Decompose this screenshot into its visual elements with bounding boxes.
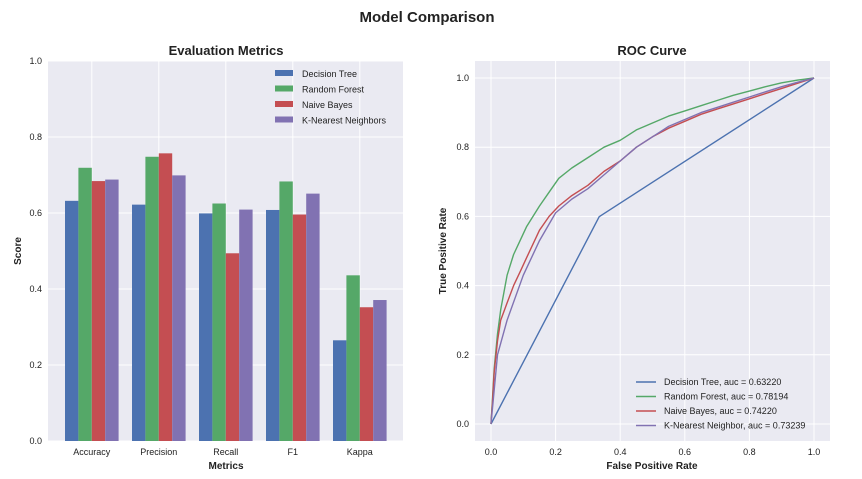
bar: [333, 340, 347, 441]
bar: [266, 209, 280, 441]
bar-y-axis-label: Score: [13, 237, 24, 265]
roc-y-ticks: 0.0 0.2 0.4 0.6 0.8 1.0: [456, 73, 469, 429]
bar: [373, 300, 387, 441]
bar-legend: Decision Tree Random Forest Naive Bayes K-N…: [275, 69, 387, 126]
roc-x-tick-label: 0.2: [549, 447, 562, 457]
bar: [158, 153, 173, 441]
bar: [145, 156, 159, 441]
bar-y-tick-label: 0.8: [29, 132, 42, 142]
bar: [212, 203, 226, 441]
legend-swatch: [275, 101, 293, 107]
bar-x-ticks: Accuracy Precision Recall F1 Kappa: [73, 447, 373, 457]
legend-label: Decision Tree: [302, 69, 357, 79]
bar-x-tick-label: Accuracy: [73, 447, 111, 457]
roc-y-tick-label: 0.6: [456, 211, 469, 221]
roc-x-tick-label: 1.0: [808, 447, 821, 457]
roc-chart-title: ROC Curve: [617, 43, 686, 58]
legend-label: Random Forest: [302, 85, 365, 95]
roc-line: [490, 77, 815, 425]
bar-y-tick-label: 0.2: [29, 360, 42, 370]
roc-y-axis-label: True Positive Rate: [438, 207, 449, 294]
bar: [65, 200, 79, 441]
bar: [306, 193, 320, 441]
roc-series: [490, 77, 815, 425]
bar-chart-title: Evaluation Metrics: [169, 43, 284, 58]
legend-swatch: [275, 116, 293, 123]
legend-label: Random Forest, auc = 0.78194: [664, 392, 788, 402]
bar: [359, 307, 374, 441]
roc-x-axis-label: False Positive Rate: [606, 461, 698, 472]
legend-label: K-Nearest Neighbors: [302, 116, 387, 126]
bar-x-tick-label: F1: [288, 447, 299, 457]
bar: [346, 275, 360, 441]
roc-chart: 0.0 0.2 0.4 0.6 0.8 1.0 0.0 0.2 0.4 0.6 0.8 1.0 RO…: [438, 43, 830, 472]
roc-y-tick-label: 0.8: [456, 142, 469, 152]
legend-label: K-Nearest Neighbor, auc = 0.73239: [664, 421, 805, 431]
bar: [132, 204, 146, 441]
bar-chart: 0.0 0.2 0.4 0.6 0.8 1.0 Accuracy Precision Reca…: [13, 43, 403, 472]
bar: [239, 209, 253, 441]
roc-y-tick-label: 0.2: [456, 350, 469, 360]
roc-line: [490, 77, 815, 425]
bar-x-tick-label: Precision: [140, 447, 177, 457]
bar-y-tick-label: 0.4: [29, 284, 42, 294]
bar: [199, 213, 213, 441]
roc-legend: Decision Tree, auc = 0.63220 Random Fores…: [636, 377, 805, 431]
bar: [279, 181, 293, 441]
legend-swatch: [275, 70, 293, 76]
bar-y-ticks: 0.0 0.2 0.4 0.6 0.8 1.0: [29, 56, 42, 446]
bar-series: [65, 153, 387, 441]
roc-x-tick-label: 0.8: [743, 447, 756, 457]
roc-line: [490, 77, 815, 425]
legend-label: Naive Bayes, auc = 0.74220: [664, 406, 777, 416]
bar-y-tick-label: 0.6: [29, 208, 42, 218]
roc-x-ticks: 0.0 0.2 0.4 0.6 0.8 1.0: [485, 447, 821, 457]
bar-y-tick-label: 0.0: [29, 436, 42, 446]
roc-line: [490, 77, 815, 425]
bar: [225, 253, 240, 441]
bar-x-tick-label: Kappa: [347, 447, 373, 457]
bar: [292, 214, 307, 441]
roc-gridlines: [475, 61, 830, 441]
roc-x-tick-label: 0.4: [614, 447, 627, 457]
figure-title: Model Comparison: [359, 9, 494, 26]
roc-y-tick-label: 0.0: [456, 419, 469, 429]
bar-x-axis-label: Metrics: [208, 461, 243, 472]
roc-x-tick-label: 0.6: [679, 447, 692, 457]
bar: [78, 167, 92, 441]
roc-y-tick-label: 0.4: [456, 281, 469, 291]
bar-x-tick-label: Recall: [213, 447, 238, 457]
legend-swatch: [275, 85, 293, 92]
legend-label: Decision Tree, auc = 0.63220: [664, 377, 781, 387]
bar-y-tick-label: 1.0: [29, 56, 42, 66]
bar: [105, 179, 119, 441]
bar: [91, 181, 106, 441]
roc-x-tick-label: 0.0: [485, 447, 498, 457]
roc-y-tick-label: 1.0: [456, 73, 469, 83]
bar: [172, 175, 186, 441]
legend-label: Naive Bayes: [302, 100, 353, 110]
